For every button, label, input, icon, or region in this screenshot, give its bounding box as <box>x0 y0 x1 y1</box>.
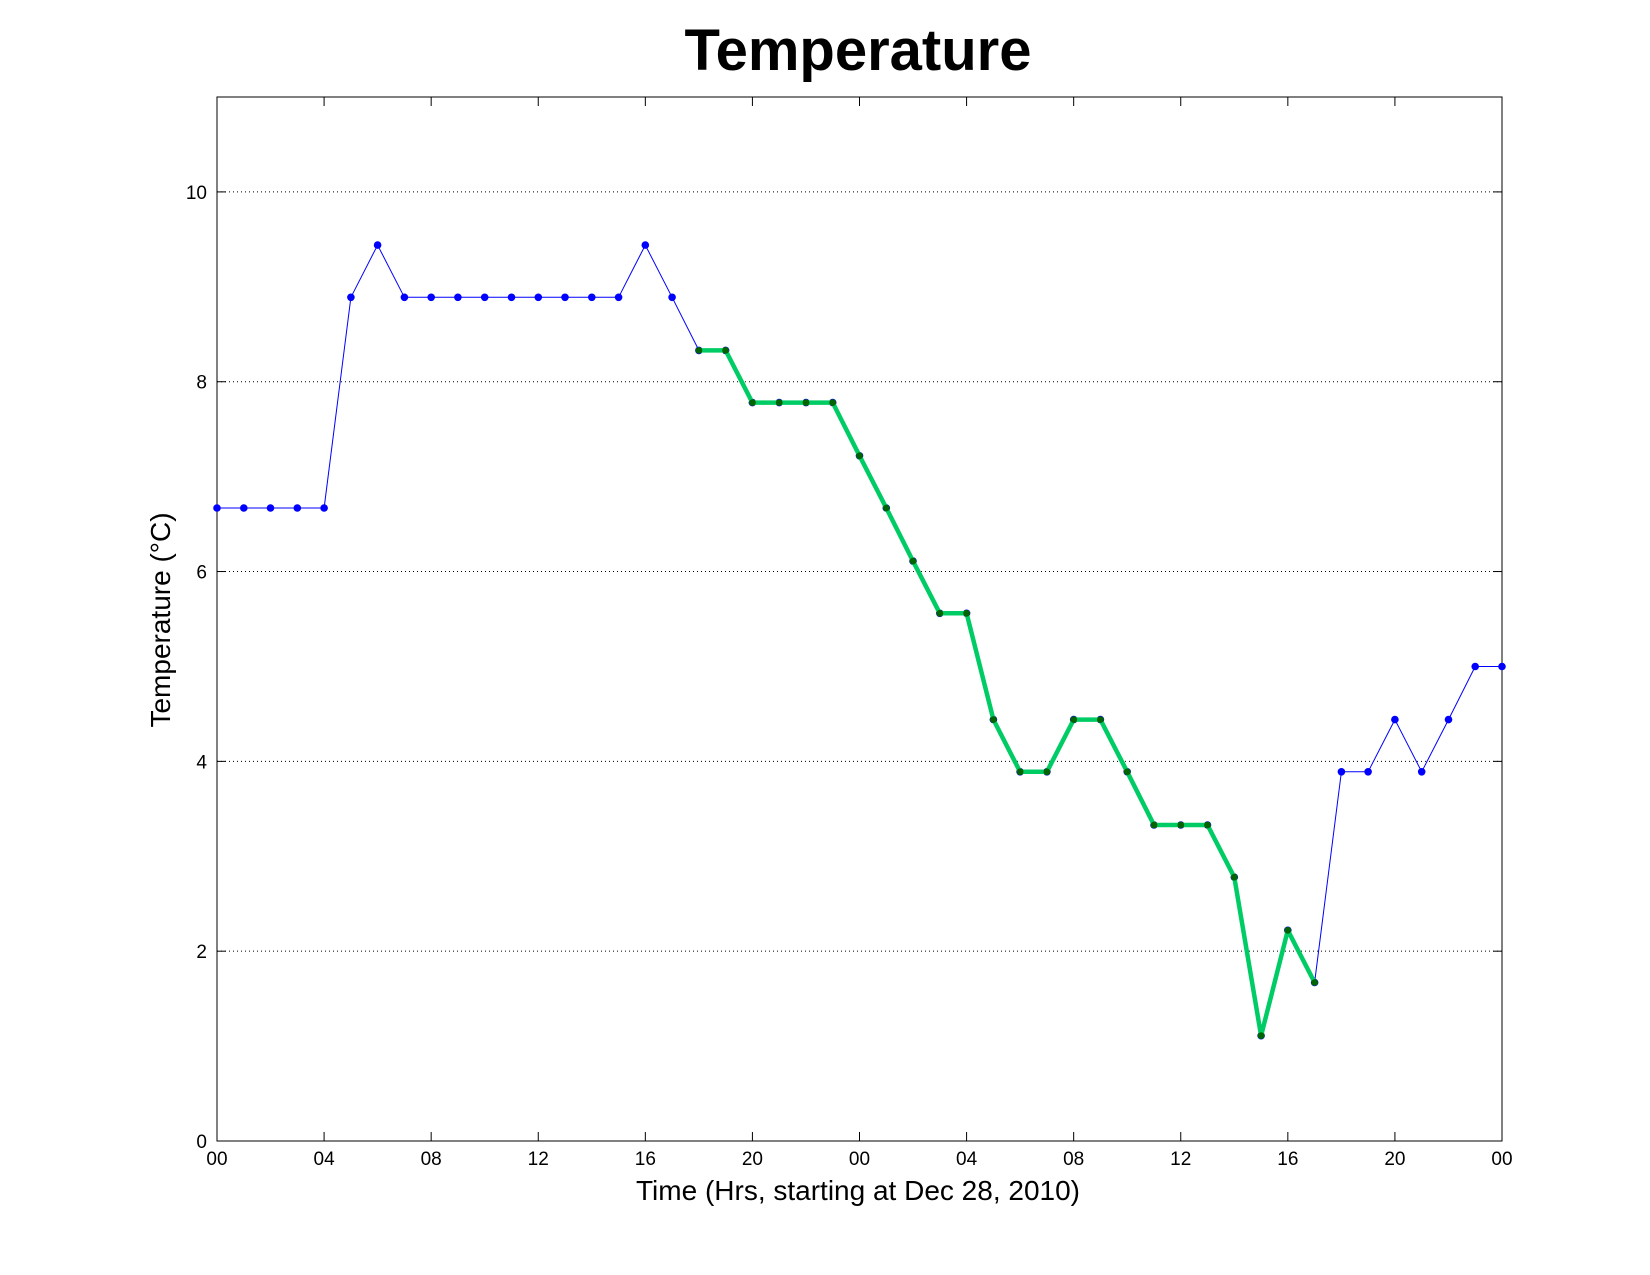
highlight-point <box>1177 821 1185 829</box>
highlight-point <box>802 399 810 406</box>
x-tick-label: 00 <box>849 1149 870 1170</box>
data-point <box>1364 768 1372 776</box>
highlight-point <box>1097 716 1104 723</box>
y-tick-label: 0 <box>196 1132 207 1153</box>
temperature-series-line <box>217 244 1502 1037</box>
highlight-point <box>1204 821 1211 829</box>
data-point <box>1391 715 1399 724</box>
y-tick-label: 6 <box>196 563 207 584</box>
plot-area-frame <box>216 96 1503 1142</box>
highlight-point <box>1016 768 1024 776</box>
x-tick-label: 00 <box>206 1149 227 1170</box>
x-tick-label: 16 <box>635 1149 656 1170</box>
x-tick-label: 00 <box>1491 1149 1512 1170</box>
highlight-point <box>882 504 890 512</box>
x-tick-label: 04 <box>314 1149 336 1170</box>
x-axis-label: Time (Hrs, starting at Dec 28, 2010) <box>636 1175 1080 1206</box>
x-tick-label: 12 <box>1170 1149 1191 1170</box>
data-point <box>427 293 436 302</box>
x-tick-label: 08 <box>421 1149 442 1170</box>
y-tick-label: 10 <box>186 183 207 204</box>
data-point <box>1471 662 1479 671</box>
data-point <box>1417 768 1426 776</box>
axis-ticks: 0 2 4 6 8 10 00 04 08 12 16 20 00 04 08 12 16 20 00 <box>186 97 1513 1170</box>
data-point <box>266 504 275 512</box>
data-point <box>400 293 409 302</box>
data-point <box>641 241 650 249</box>
data-point <box>1337 768 1346 776</box>
x-tick-label: 20 <box>1384 1149 1405 1170</box>
x-tick-label: 12 <box>528 1149 549 1170</box>
data-point <box>293 504 302 512</box>
data-point <box>240 504 248 512</box>
highlight-point <box>1150 821 1158 829</box>
data-point <box>614 293 623 302</box>
highlight-point <box>722 347 729 354</box>
x-tick-label: 20 <box>742 1149 763 1170</box>
highlight-point <box>936 609 944 617</box>
highlight-point <box>1284 926 1292 934</box>
data-point <box>668 293 676 302</box>
highlight-point <box>1230 873 1238 881</box>
y-tick-label: 8 <box>196 373 207 394</box>
x-tick-label: 16 <box>1277 1149 1298 1170</box>
highlight-point <box>963 609 970 617</box>
highlight-point <box>775 399 783 406</box>
data-point <box>454 293 462 302</box>
highlight-point <box>856 452 863 460</box>
highlight-point <box>829 399 837 406</box>
highlight-point <box>990 716 997 723</box>
data-point <box>480 293 489 302</box>
data-point <box>320 504 328 512</box>
x-tick-label: 04 <box>956 1149 978 1170</box>
y-axis-label: Temperature (°C) <box>145 512 176 727</box>
x-tick-label: 08 <box>1063 1149 1084 1170</box>
data-point <box>1444 715 1453 724</box>
highlight-point <box>1123 768 1131 776</box>
data-point <box>1498 662 1506 671</box>
highlight-point <box>1070 716 1078 723</box>
series-lines <box>213 241 1506 1040</box>
highlight-series-line <box>698 348 1317 1038</box>
data-point <box>588 293 596 302</box>
data-point <box>507 293 516 302</box>
highlight-point <box>1043 768 1051 776</box>
chart-title: Temperature <box>684 18 1031 83</box>
data-point <box>534 293 543 302</box>
y-tick-label: 2 <box>196 942 207 963</box>
highlight-point <box>1311 979 1318 986</box>
data-point <box>347 293 355 302</box>
highlight-point <box>909 557 917 565</box>
y-tick-label: 4 <box>196 752 207 773</box>
highlight-point <box>695 347 703 354</box>
grid-lines <box>217 191 1502 952</box>
data-point <box>213 504 221 512</box>
highlight-point <box>749 399 756 406</box>
data-point <box>373 241 382 249</box>
highlight-point <box>1257 1032 1265 1040</box>
data-point <box>561 293 569 302</box>
